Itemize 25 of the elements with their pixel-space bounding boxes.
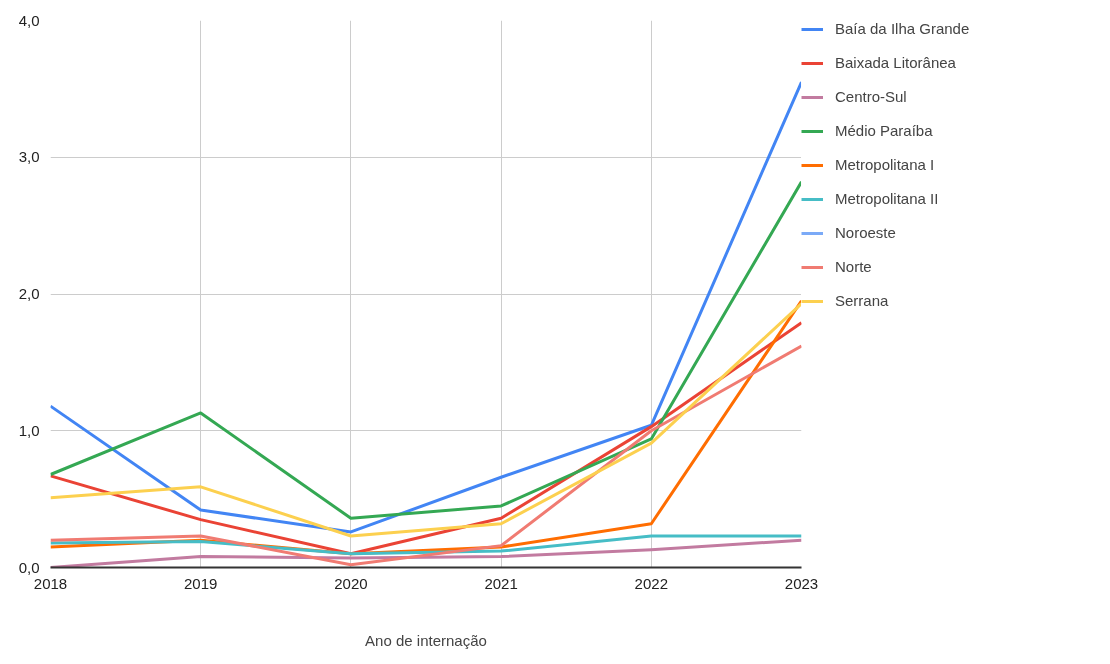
- y-tick-label: 2,0: [18, 285, 40, 302]
- y-tick-label: 3,0: [18, 148, 40, 166]
- line-series: [50, 538, 802, 568]
- legend-label: Noroeste: [835, 224, 896, 241]
- legend-label: Baixada Litorânea: [835, 54, 956, 71]
- line-series: [50, 180, 802, 520]
- legend-label: Serrana: [835, 292, 889, 309]
- x-tick-label: 2020: [334, 574, 368, 592]
- x-tick-label: 2018: [33, 574, 68, 592]
- line-series: [50, 534, 802, 556]
- legend-label: Metropolitana I: [835, 156, 935, 173]
- x-tick-label: 2022: [634, 574, 668, 592]
- line-series: [50, 80, 802, 534]
- legend-label: Baía da Ilha Grande: [835, 20, 970, 37]
- y-tick-label: 1,0: [18, 421, 40, 439]
- x-tick-label: 2021: [484, 574, 518, 592]
- x-tick-label: 2019: [184, 574, 218, 592]
- legend-label: Centro-Sul: [835, 88, 907, 105]
- y-tick-label: 0,0: [18, 558, 40, 576]
- legend-label: Metropolitana II: [835, 190, 939, 207]
- y-tick-label: 4,0: [18, 11, 40, 29]
- x-axis-title: Ano de internação: [365, 631, 487, 649]
- legend-label: Norte: [835, 258, 872, 275]
- legend-label: Médio Paraíba: [835, 122, 933, 139]
- x-tick-label: 2023: [784, 574, 819, 592]
